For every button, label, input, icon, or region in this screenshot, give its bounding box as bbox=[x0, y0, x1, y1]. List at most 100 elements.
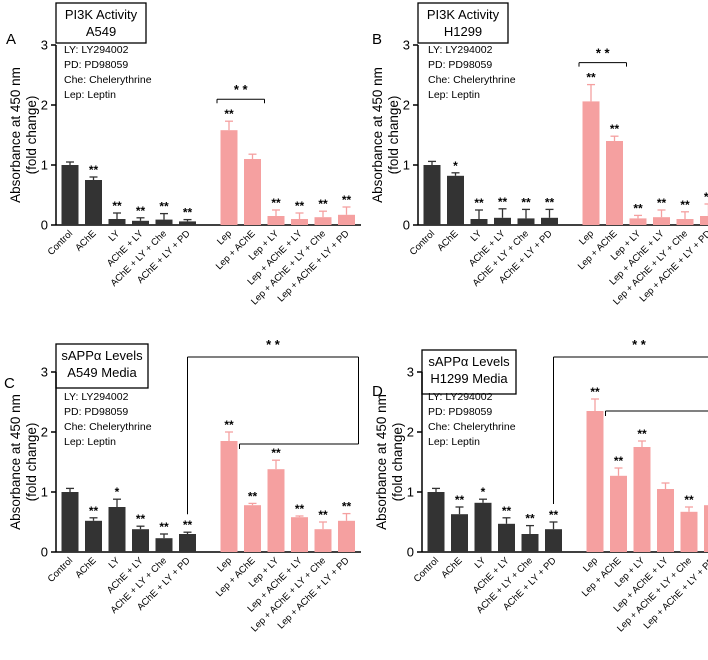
bar bbox=[545, 529, 562, 552]
bar bbox=[132, 529, 149, 552]
bar bbox=[220, 441, 238, 552]
significance-label: ** bbox=[704, 190, 708, 204]
y-axis-label: Absorbance at 450 nm bbox=[374, 394, 389, 530]
significance-label: * bbox=[481, 485, 486, 499]
significance-label: ** bbox=[590, 385, 600, 399]
legend-line: Lep: Leptin bbox=[428, 436, 480, 448]
bar bbox=[704, 505, 708, 552]
significance-label: ** bbox=[610, 122, 620, 136]
y-tick-label: 0 bbox=[41, 218, 48, 233]
bar bbox=[606, 141, 623, 225]
panel-b: B PI3K Activity H1299 Absorbance at 450 nm(… bbox=[370, 2, 708, 307]
chart-title-line: A549 Media bbox=[67, 365, 137, 380]
bar bbox=[521, 534, 539, 552]
significance-label: ** bbox=[680, 198, 690, 212]
bar bbox=[657, 489, 674, 552]
bar bbox=[291, 219, 308, 225]
significance-label: ** bbox=[271, 196, 281, 210]
bar bbox=[314, 217, 332, 225]
significance-label: ** bbox=[159, 520, 169, 534]
chart-title-line: A549 bbox=[86, 24, 116, 39]
x-tick-label: Lep bbox=[215, 555, 234, 574]
bar bbox=[179, 221, 196, 225]
y-tick-label: 3 bbox=[41, 38, 48, 53]
bar bbox=[470, 219, 488, 225]
chart-title-line: PI3K Activity bbox=[65, 7, 138, 22]
y-tick-label: 1 bbox=[403, 158, 410, 173]
bar bbox=[633, 447, 651, 552]
bar bbox=[267, 469, 285, 552]
bar bbox=[132, 220, 149, 225]
legend-line: Che: Chelerythrine bbox=[64, 74, 152, 86]
y-axis-label: (fold change) bbox=[24, 423, 39, 502]
significance-label: * bbox=[115, 485, 120, 499]
x-tick-label: LY bbox=[107, 228, 123, 244]
significance-label: ** bbox=[657, 196, 667, 210]
significance-label: ** bbox=[637, 427, 647, 441]
chart-title-line: H1299 bbox=[444, 24, 482, 39]
significance-label: ** bbox=[525, 512, 535, 526]
bar bbox=[155, 538, 173, 552]
y-tick-label: 1 bbox=[407, 485, 414, 500]
significance-label: ** bbox=[502, 504, 512, 518]
y-tick-label: 2 bbox=[403, 98, 410, 113]
bar bbox=[61, 492, 79, 552]
significance-label: ** bbox=[474, 196, 484, 210]
panel-letter: B bbox=[372, 31, 382, 48]
x-tick-label: Lep bbox=[581, 555, 600, 574]
significance-label: ** bbox=[521, 195, 531, 209]
bar bbox=[494, 217, 511, 225]
y-tick-label: 0 bbox=[403, 218, 410, 233]
bracket-label: * * bbox=[234, 82, 249, 97]
bar bbox=[680, 511, 698, 552]
significance-label: ** bbox=[318, 197, 328, 211]
bar bbox=[108, 219, 126, 225]
bar bbox=[85, 180, 102, 225]
bar bbox=[108, 507, 126, 552]
significance-label: ** bbox=[586, 71, 596, 85]
y-tick-label: 1 bbox=[41, 485, 48, 500]
bar bbox=[291, 517, 308, 552]
significance-label: ** bbox=[89, 504, 99, 518]
bar bbox=[155, 219, 173, 225]
y-tick-label: 3 bbox=[41, 365, 48, 380]
x-tick-label: LY bbox=[473, 555, 489, 571]
significance-label: ** bbox=[549, 508, 559, 522]
x-tick-label: AChE bbox=[73, 555, 98, 580]
significance-label: * bbox=[453, 159, 458, 173]
y-axis-label: Absorbance at 450 nm bbox=[8, 67, 23, 203]
significance-label: ** bbox=[342, 193, 352, 207]
bar bbox=[451, 514, 468, 552]
x-tick-label: AChE bbox=[73, 228, 98, 253]
x-tick-label: Control bbox=[408, 228, 437, 257]
bar bbox=[427, 492, 445, 552]
significance-label: ** bbox=[159, 200, 169, 214]
x-tick-label: LY bbox=[469, 228, 485, 244]
title-box bbox=[421, 349, 517, 395]
legend-line: Che: Chelerythrine bbox=[428, 74, 516, 86]
significance-label: ** bbox=[342, 500, 352, 514]
legend-line: Che: Chelerythrine bbox=[428, 421, 516, 433]
significance-label: ** bbox=[224, 418, 234, 432]
bar bbox=[474, 502, 492, 552]
y-axis-label: Absorbance at 450 nm bbox=[8, 394, 23, 530]
y-tick-label: 3 bbox=[407, 365, 414, 380]
bar bbox=[676, 219, 694, 225]
legend-line: PD: PD98059 bbox=[428, 59, 492, 71]
legend-line: Lep: Leptin bbox=[64, 89, 116, 101]
bar bbox=[700, 216, 708, 225]
bar bbox=[653, 217, 670, 225]
y-axis-label: (fold change) bbox=[390, 423, 405, 502]
x-tick-label: AChE bbox=[435, 228, 460, 253]
chart-title-line: PI3K Activity bbox=[427, 7, 500, 22]
significance-label: ** bbox=[248, 489, 258, 503]
panel-letter: A bbox=[6, 31, 16, 48]
y-tick-label: 3 bbox=[403, 38, 410, 53]
significance-label: ** bbox=[295, 502, 305, 516]
significance-label: ** bbox=[224, 107, 234, 121]
significance-label: ** bbox=[545, 195, 555, 209]
legend-line: Che: Chelerythrine bbox=[64, 421, 152, 433]
title-box bbox=[417, 2, 509, 44]
